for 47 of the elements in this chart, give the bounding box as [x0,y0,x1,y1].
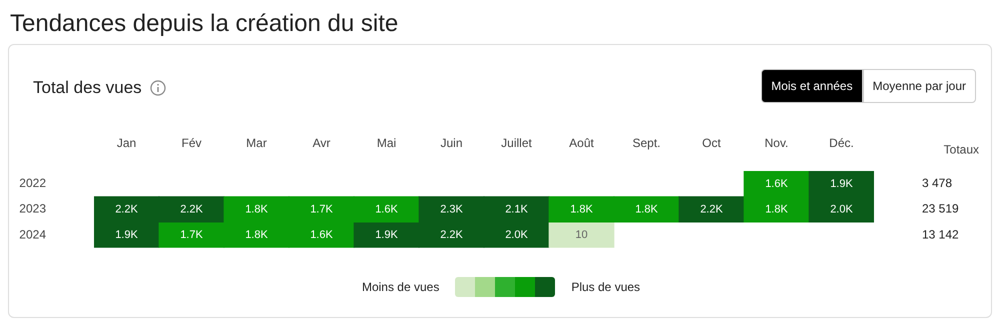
x-tick-label: Juillet [501,136,532,150]
data-label: 1.8K [635,203,658,216]
y-tick-label: 2022 [19,176,46,190]
data-label: 2.2K [440,229,464,242]
data-label: 1.8K [245,203,268,216]
x-tick-label: Oct [702,136,722,150]
x-tick-label: Nov. [764,136,788,150]
data-label: 2.2K [180,203,204,216]
y2-tick-label: 13 142 [922,227,960,242]
data-label: 1.7K [310,203,334,216]
x-tick-label: Jan [116,136,136,150]
x-tick-label: Déc. [829,136,854,150]
x-tick-label: Sept. [632,136,661,150]
text: Moins de vues [362,280,440,294]
x-tick-label: Juin [440,136,463,150]
data-label: 2.3K [440,203,464,216]
y2-tick-label: 3 478 [922,176,952,190]
text: Mois et années [761,69,863,103]
data-label: 1.6K [310,229,334,242]
data-label: 2.1K [505,203,528,216]
data-label: 2.2K [115,203,138,216]
data-label: 1.9K [115,229,138,242]
data-label: 2.2K [700,203,724,216]
text: Moyenne par jour [862,69,976,103]
data-label: 2.0K [505,229,528,242]
chart-title: Tendances depuis la création du site [9,9,400,39]
x-tick-label: Mai [376,136,396,150]
data-label: 1.8K [570,203,594,216]
y2-tick-label: 23 519 [922,202,960,216]
data-label: 1.8K [765,203,788,216]
x-tick-label: Mar [246,136,267,150]
x-tick-label: Fév [181,136,202,150]
data-label: 10 [575,229,588,242]
data-label: 1.9K [375,229,398,242]
chart-subtitle: Total des vues [33,78,142,98]
data-label: 2.0K [830,203,854,216]
x-tick-label: Août [569,136,595,150]
y-tick-label: 2023 [19,202,46,216]
text: Totaux [944,142,979,156]
text: Plus de vues [571,280,640,294]
data-label: 1.6K [765,178,788,190]
data-label: 1.6K [375,203,398,216]
y-tick-label: 2024 [19,227,46,242]
data-label: 1.8K [245,229,268,242]
data-label: 1.9K [830,178,854,190]
data-label: 1.7K [180,229,204,242]
x-tick-label: Avr [312,136,330,150]
